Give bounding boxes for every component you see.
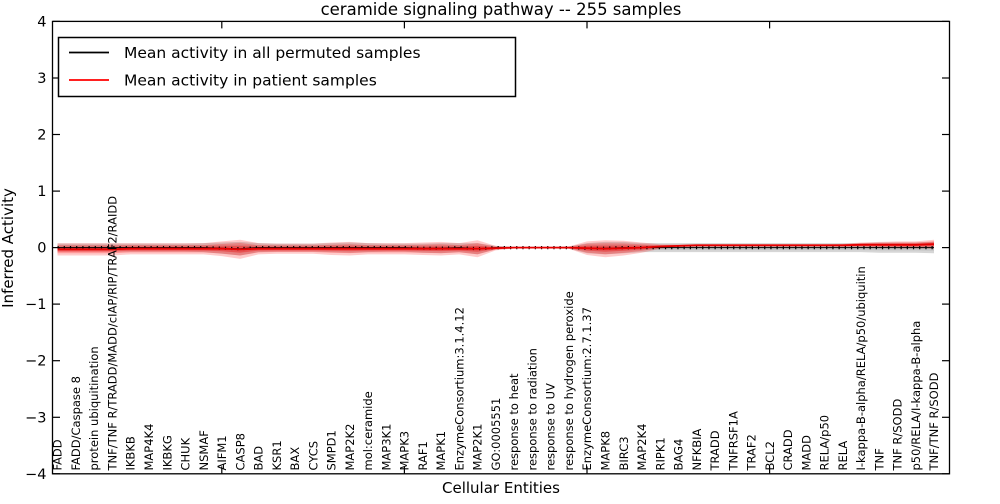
x-tick-label: EnzymeConsortium:2.7.1.37 [580,307,594,470]
patient-mean-line [57,243,935,251]
x-tick-label: CHUK [179,437,193,470]
x-tick-label: EnzymeConsortium:3.1.4.12 [452,307,466,470]
x-tick-label: MAP2K2 [343,424,357,471]
legend-box [57,36,517,98]
x-tick-label: TNF/TNF R/SODD [927,372,941,471]
x-tick-label: FADD/Caspase 8 [69,376,83,470]
x-tick-label: MADD [799,435,813,471]
x-tick-label: KSR1 [270,440,284,470]
x-tick-label: RELA [836,441,850,471]
x-tick-label: SMPD1 [325,430,339,470]
x-tick-label: I-kappa-B-alpha/RELA/p50/ubiquitin [854,266,868,470]
y-tick-label: −1 [25,297,46,313]
mean-lines [57,243,935,251]
legend-label-permuted: Mean activity in all permuted samples [124,44,421,62]
y-tick-label: 4 [37,14,46,30]
x-tick-label: MAPK1 [434,431,448,471]
y-axis-label: Inferred Activity [0,188,17,308]
x-tick-label: MAPK8 [599,431,613,471]
x-tick-label: BCL2 [763,441,777,470]
x-tick-label: CYCS [306,441,320,471]
x-tick-label: AIFM1 [215,435,229,470]
x-tick-label: CASP8 [233,433,247,470]
y-tick-label: −4 [25,467,46,483]
x-tick-label: MAP3K1 [379,424,393,471]
x-tick-label: response to radiation [526,348,540,470]
x-tick-label: MAPK3 [398,431,412,471]
legend: Mean activity in all permuted samples Me… [57,36,517,98]
x-tick-label: NFKBIA [690,428,704,470]
x-tick-label: protein ubiquitination [87,346,101,470]
x-tick-label: RAF1 [416,441,430,470]
y-tick-label: 1 [37,184,46,200]
chart-title: ceramide signaling pathway -- 255 sample… [321,0,682,19]
plot-frame [51,20,951,475]
x-tick-label: FADD [51,439,65,470]
x-tick-label: BAD [252,446,266,471]
x-tick-label: mol:ceramide [361,391,375,470]
x-tick-label: RELA/p50 [818,415,832,471]
x-tick-label: TNF R/SODD [891,399,905,472]
x-tick-label: CRADD [781,429,795,470]
x-tick-label: IKBKB [124,436,138,470]
x-tick-label: response to UV [544,383,558,471]
y-tick-label: −2 [25,354,46,370]
x-tick-label: TNFRSF1A [726,411,740,471]
x-tick-label: MAP4K4 [142,424,156,471]
x-tick-label: TRAF2 [745,434,759,471]
x-tick-label: BAX [288,447,302,471]
y-tick-label: 3 [37,71,46,87]
x-tick-label: BAG4 [672,439,686,471]
x-tick-label: response to hydrogen peroxide [562,291,576,470]
x-tick-label: TNF/TNF R/TRADD/MADD/cIAP/RIP/TRAF2/RAID… [106,196,120,472]
x-tick-label: response to heat [507,373,521,470]
x-tick-label: GO:0005551 [489,398,503,471]
x-tick-label: TRADD [708,430,722,471]
x-tick-label: TNF [872,448,886,471]
x-tick-label: p50/RELA/I-kappa-B-alpha [909,321,923,471]
x-tick-label: MAP2K1 [471,424,485,471]
x-tick-label: NSMAF [197,430,211,470]
x-axis-label: Cellular Entities [442,479,560,497]
x-tick-label: MAP2K4 [635,424,649,471]
x-tick-label: BIRC3 [617,436,631,470]
y-tick-label: 2 [37,128,46,144]
legend-label-patient: Mean activity in patient samples [124,72,377,90]
x-tick-label: RIPK1 [653,437,667,470]
y-tick-labels: 4 3 2 1 0 −1 −2 −3 −4 [25,14,46,482]
y-tick-label: −3 [25,410,46,426]
y-tick-label: 0 [37,241,46,257]
x-tick-labels: FADD FADD/Caspase 8 protein ubiquitination… [51,196,942,472]
x-tick-label: IKBKG [160,435,174,470]
